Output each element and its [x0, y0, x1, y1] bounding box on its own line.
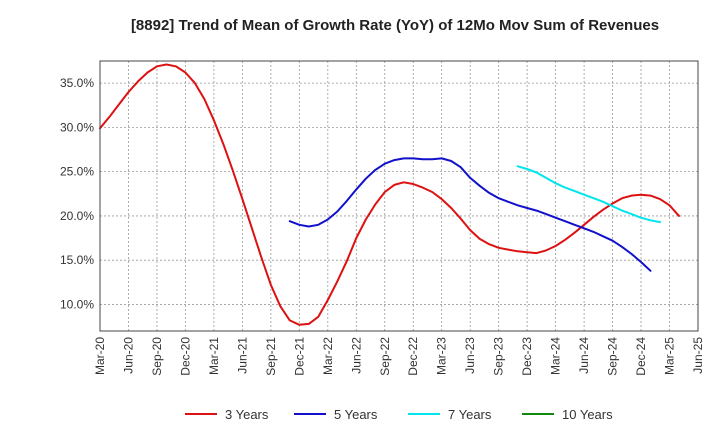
x-axis: Mar-20 Jun-20 Sep-20 Dec-20 Mar-21 Jun-21 Sep-… [93, 337, 705, 376]
x-tick-label: Jun-24 [577, 337, 591, 374]
x-tick-label: Jun-25 [691, 337, 705, 374]
y-tick-label: 35.0% [60, 76, 94, 90]
series-lines [99, 63, 680, 326]
x-tick-label: Jun-21 [235, 337, 249, 374]
x-tick-label: Jun-22 [349, 337, 363, 374]
y-axis: 10.0% 15.0% 20.0% 25.0% 30.0% 35.0% [60, 76, 94, 311]
y-tick-label: 10.0% [60, 297, 94, 311]
x-tick-label: Mar-20 [93, 337, 107, 375]
x-tick-label: Mar-21 [207, 337, 221, 375]
x-tick-label: Sep-24 [606, 337, 620, 376]
y-tick-label: 15.0% [60, 253, 94, 267]
series-line-7-years [516, 165, 661, 224]
x-tick-label: Jun-23 [463, 337, 477, 374]
legend-label-7-years: 7 Years [448, 407, 492, 422]
x-tick-label: Mar-24 [549, 337, 563, 375]
x-tick-label: Dec-23 [520, 337, 534, 376]
series-line-3-years [99, 63, 680, 326]
x-tick-label: Sep-21 [264, 337, 278, 376]
x-tick-label: Sep-20 [150, 337, 164, 376]
y-tick-label: 30.0% [60, 120, 94, 134]
y-tick-label: 20.0% [60, 209, 94, 223]
x-tick-label: Sep-23 [492, 337, 506, 376]
x-tick-label: Mar-22 [321, 337, 335, 375]
legend-label-3-years: 3 Years [225, 407, 269, 422]
x-tick-label: Dec-22 [406, 337, 420, 376]
x-tick-label: Jun-20 [121, 337, 135, 374]
legend: 3 Years 5 Years 7 Years 10 Years [185, 407, 613, 422]
x-tick-label: Sep-22 [378, 337, 392, 376]
x-tick-label: Dec-24 [634, 337, 648, 376]
x-tick-label: Mar-23 [435, 337, 449, 375]
x-tick-label: Dec-20 [178, 337, 192, 376]
series-line-5-years [288, 157, 652, 272]
y-tick-label: 25.0% [60, 165, 94, 179]
legend-label-10-years: 10 Years [562, 407, 613, 422]
chart-title: [8892] Trend of Mean of Growth Rate (YoY… [131, 17, 659, 34]
x-tick-label: Mar-25 [663, 337, 677, 375]
x-tick-label: Dec-21 [292, 337, 306, 376]
grid [100, 61, 698, 331]
legend-label-5-years: 5 Years [334, 407, 378, 422]
plot-area [99, 60, 699, 332]
